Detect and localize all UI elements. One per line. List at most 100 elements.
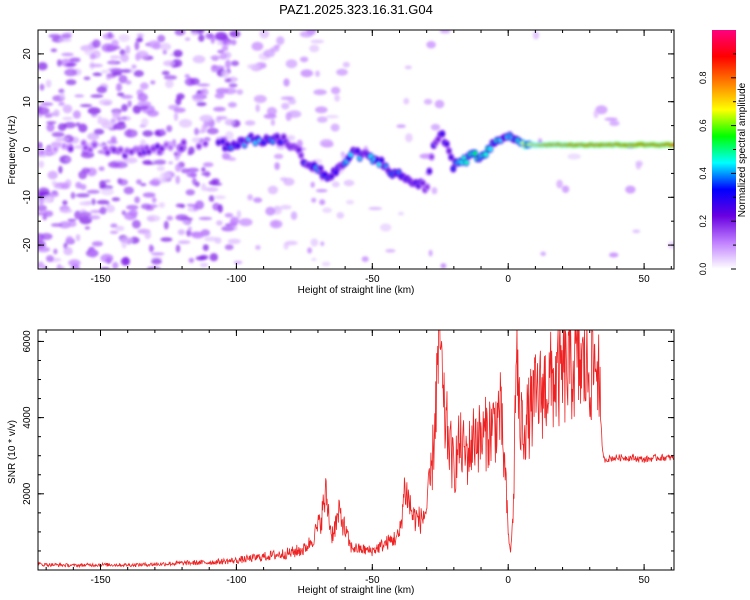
noise-blob — [213, 106, 226, 112]
noise-blob — [173, 112, 179, 121]
ridge-core — [275, 134, 280, 139]
x-tick-label: -150 — [91, 575, 111, 586]
noise-blob — [244, 120, 256, 126]
noise-blob — [423, 98, 433, 105]
noise-blob — [141, 118, 149, 127]
ridge-core — [483, 152, 489, 157]
noise-blob — [122, 256, 130, 265]
ridge-core — [129, 149, 134, 155]
noise-blob — [166, 125, 173, 133]
noise-blob — [38, 246, 51, 253]
noise-blob — [50, 48, 58, 53]
noise-blob — [89, 53, 96, 60]
colorbar-tick-label: 0.4 — [698, 167, 708, 180]
noise-blob — [342, 61, 350, 68]
noise-blob — [230, 76, 236, 84]
ridge-core — [83, 145, 89, 151]
x-tick-label: 50 — [639, 274, 651, 285]
spectrogram-noise — [38, 30, 674, 269]
noise-blob — [159, 172, 172, 180]
noise-blob — [313, 89, 327, 96]
noise-blob — [151, 197, 157, 203]
ridge-core — [318, 166, 323, 171]
noise-blob — [230, 39, 237, 46]
noise-blob — [96, 199, 110, 205]
noise-blob — [92, 72, 103, 77]
noise-blob — [147, 216, 155, 222]
noise-blob — [225, 131, 234, 140]
spectrogram-y-label: Frequency (Hz) — [7, 116, 18, 185]
noise-blob — [287, 110, 302, 118]
noise-blob — [315, 189, 328, 193]
noise-blob — [99, 180, 107, 188]
noise-blob — [62, 104, 73, 114]
noise-blob — [286, 135, 296, 141]
noise-blob — [46, 123, 55, 132]
noise-blob — [186, 203, 196, 207]
noise-blob — [255, 104, 260, 113]
noise-blob — [330, 123, 340, 132]
ridge-core — [220, 139, 225, 144]
noise-blob — [216, 39, 223, 46]
ridge-core — [425, 184, 430, 190]
noise-blob — [39, 83, 45, 91]
noise-blob — [322, 207, 332, 213]
noise-blob — [107, 31, 113, 39]
noise-blob — [426, 41, 436, 49]
snr-x-label: Height of straight line (km) — [298, 585, 415, 596]
noise-blob — [121, 69, 132, 73]
noise-blob — [104, 179, 111, 183]
noise-blob — [84, 226, 91, 230]
noise-blob — [299, 30, 314, 38]
noise-blob — [385, 249, 396, 253]
noise-blob — [428, 249, 433, 257]
noise-blob — [198, 34, 205, 42]
noise-blob — [115, 225, 125, 231]
noise-blob — [635, 160, 643, 167]
noise-blob — [211, 182, 223, 186]
noise-blob — [396, 124, 406, 128]
noise-blob — [405, 133, 413, 143]
noise-blob — [136, 33, 145, 38]
noise-blob — [158, 202, 165, 209]
noise-blob — [267, 185, 278, 195]
noise-blob — [204, 170, 211, 178]
noise-blob — [150, 80, 156, 85]
noise-blob — [265, 206, 276, 216]
noise-blob — [87, 132, 100, 141]
noise-blob — [215, 31, 228, 41]
noise-blob — [216, 116, 228, 120]
noise-blob — [270, 119, 275, 126]
noise-blob — [109, 55, 121, 59]
noise-blob — [144, 230, 152, 240]
noise-blob — [58, 38, 72, 42]
ridge-core — [355, 148, 360, 154]
ridge-core — [105, 150, 110, 155]
y-tick-label: 2000 — [22, 482, 33, 505]
noise-blob — [110, 136, 117, 143]
noise-blob — [75, 181, 82, 189]
noise-blob — [135, 38, 143, 42]
noise-blob — [186, 229, 192, 237]
noise-blob — [132, 105, 142, 114]
ridge-core — [448, 155, 454, 160]
ridge-core — [124, 148, 130, 153]
ridge-core — [92, 142, 97, 148]
noise-blob — [126, 128, 132, 138]
ridge-core — [451, 166, 456, 171]
noise-blob — [75, 234, 81, 242]
noise-blob — [139, 82, 149, 90]
snr-series-line — [38, 330, 674, 569]
noise-blob — [311, 197, 317, 203]
noise-blob — [380, 223, 392, 232]
noise-blob — [117, 92, 125, 97]
noise-blob — [134, 41, 140, 51]
noise-blob — [595, 105, 608, 115]
noise-blob — [430, 123, 441, 131]
noise-blob — [90, 94, 104, 98]
noise-blob — [133, 70, 144, 77]
noise-blob — [309, 44, 320, 53]
noise-blob — [343, 179, 355, 187]
ridge-core — [203, 141, 208, 146]
noise-blob — [60, 185, 70, 190]
